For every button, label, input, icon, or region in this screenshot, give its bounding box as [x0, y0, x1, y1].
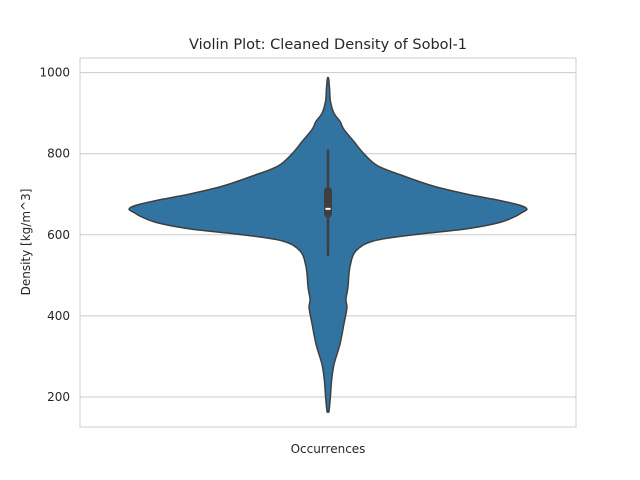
y-tick-label: 200 [47, 390, 70, 404]
y-tick-label: 600 [47, 228, 70, 242]
y-axis-label: Density [kg/m^3] [19, 189, 33, 296]
y-tick-label: 400 [47, 309, 70, 323]
plot-frame [79, 57, 577, 428]
y-tick-labels: 200 400 600 800 1000 [39, 66, 70, 404]
chart-title: Violin Plot: Cleaned Density of Sobol-1 [189, 37, 467, 53]
violin-iqr-box [324, 187, 332, 218]
y-tick-label: 800 [47, 147, 70, 161]
y-tick-label: 1000 [39, 66, 70, 80]
x-axis-label: Occurrences [291, 442, 366, 456]
